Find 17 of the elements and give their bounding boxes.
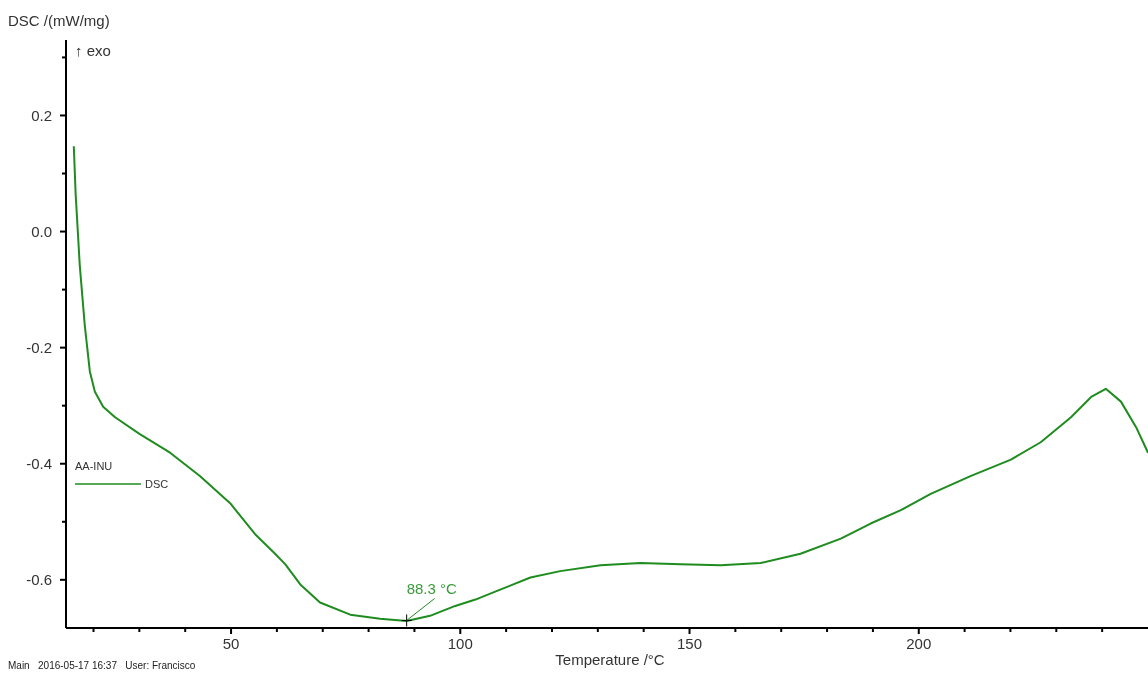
y-tick-label: 0.0 xyxy=(31,222,52,240)
annotation: ↑ exo xyxy=(75,42,111,59)
x-tick-label: 150 xyxy=(677,635,703,652)
legend-title: AA-INU xyxy=(75,460,113,472)
x-tick-label: 50 xyxy=(222,635,240,652)
x-tick-label: 200 xyxy=(906,635,932,652)
series-label: DSC xyxy=(145,477,169,490)
y-tick-label: 0.2 xyxy=(31,106,52,124)
text: Main 2016-05-17 16:37 User: Francisco xyxy=(8,660,196,671)
x-axis-title: Temperature /°C xyxy=(555,651,665,668)
y-tick-label: -0.2 xyxy=(26,338,52,356)
line-series xyxy=(72,145,1148,623)
y-tick-label: -0.4 xyxy=(26,454,52,472)
y-axis-title: DSC /(mW/mg) xyxy=(8,12,110,29)
y-tick-label: -0.6 xyxy=(26,571,52,589)
x-tick-label: 100 xyxy=(447,635,473,652)
annotation: 88.3 °C xyxy=(406,580,458,598)
